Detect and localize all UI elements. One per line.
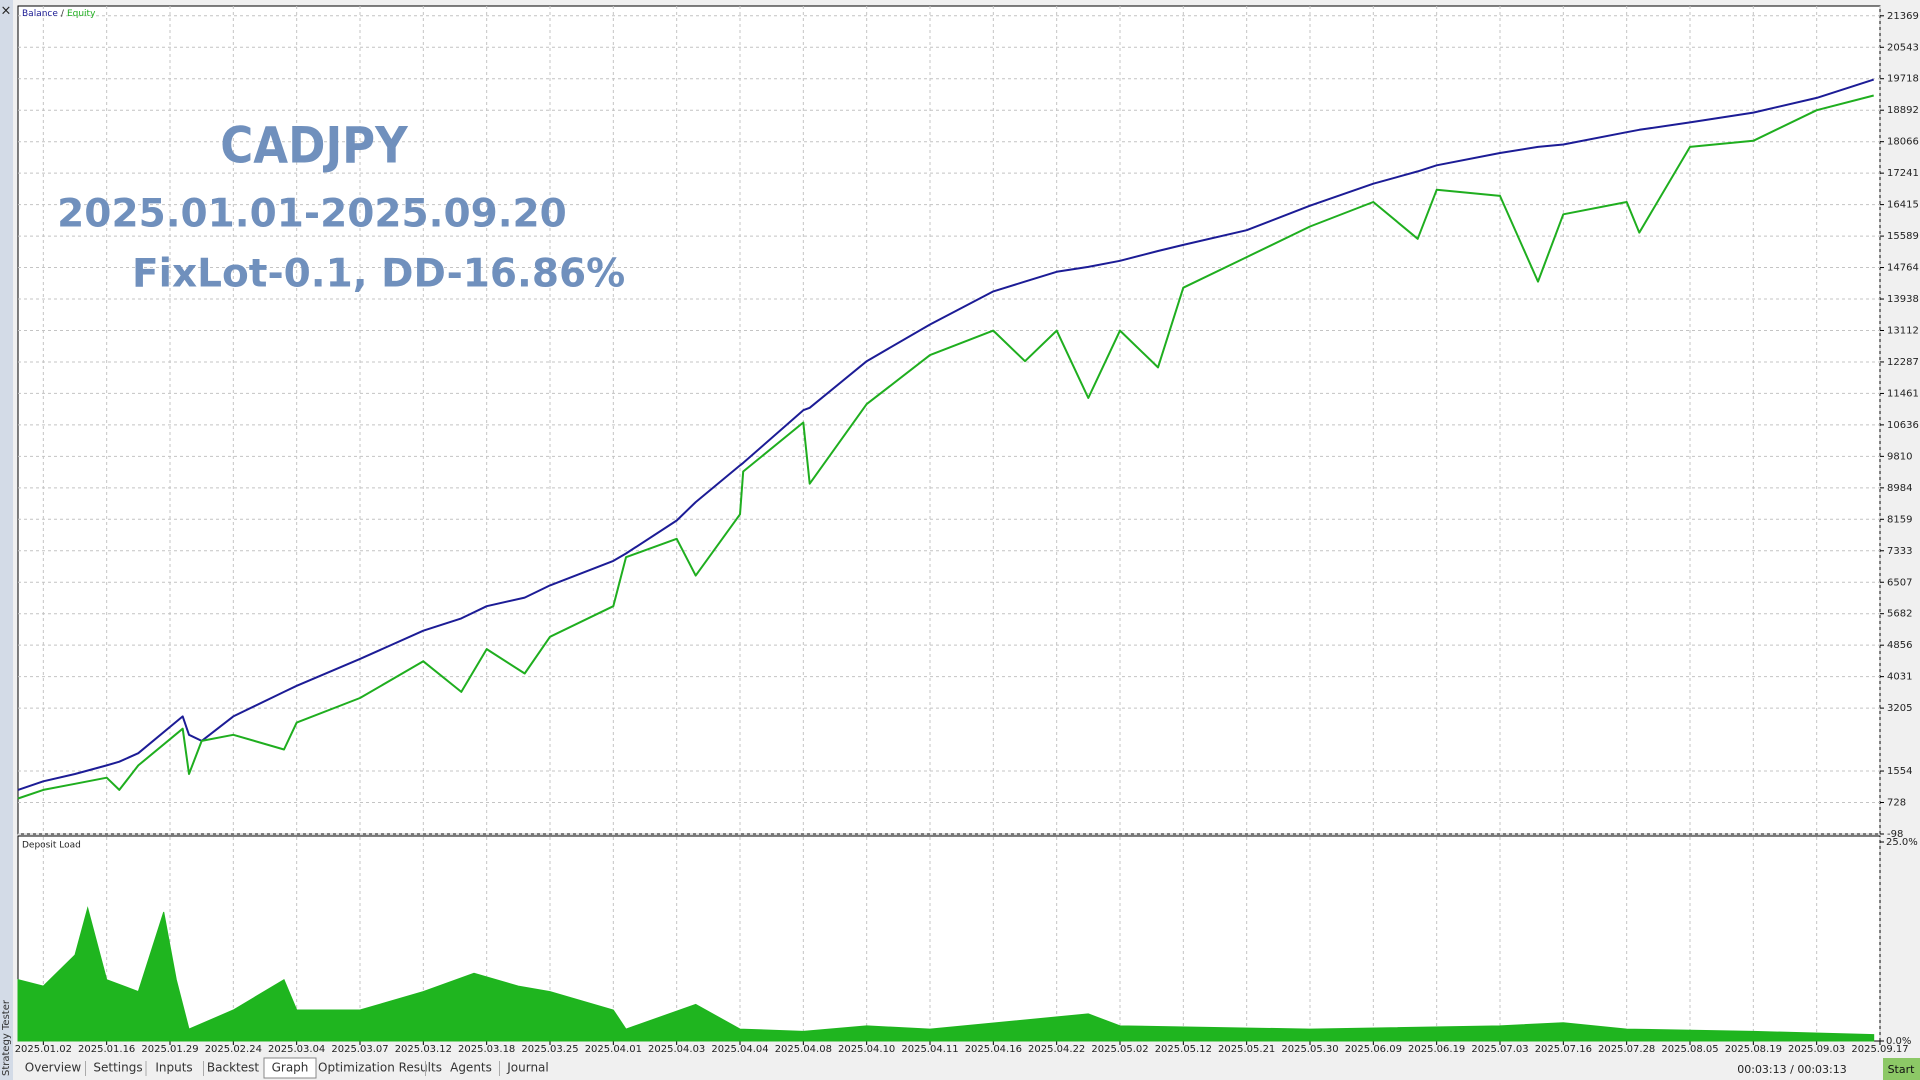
y-tick-label: 20543 [1887, 42, 1919, 53]
tab[interactable]: Settings [93, 1061, 142, 1075]
tab[interactable]: Optimization Results [318, 1061, 442, 1075]
x-tick-label: 2025.07.16 [1535, 1044, 1592, 1055]
x-tick-label: 2025.03.25 [521, 1044, 578, 1055]
y-tick-label: 0.0% [1886, 1036, 1911, 1047]
x-tick-label: 2025.08.19 [1725, 1044, 1782, 1055]
y-tick-label: 13112 [1887, 326, 1919, 337]
y-tick-label: 4031 [1887, 672, 1912, 683]
y-tick-label: 15589 [1887, 231, 1919, 242]
x-tick-label: 2025.07.03 [1471, 1044, 1528, 1055]
y-tick-label: 11461 [1887, 388, 1919, 399]
start-button[interactable] [1883, 1058, 1920, 1080]
legend: Balance / Equity [22, 9, 96, 19]
y-tick-label: 19718 [1887, 74, 1919, 85]
deposit-plot [17, 835, 1881, 1042]
y-tick-label: 8159 [1887, 514, 1912, 525]
x-tick-label: 2025.03.07 [331, 1044, 388, 1055]
y-tick-label: 1554 [1887, 766, 1912, 777]
y-tick-label: 16415 [1887, 200, 1919, 211]
x-tick-label: 2025.02.24 [205, 1044, 262, 1055]
y-tick-label: 21369 [1887, 11, 1919, 22]
x-tick-label: 2025.04.11 [901, 1044, 958, 1055]
x-tick-label: 2025.05.30 [1281, 1044, 1338, 1055]
x-tick-label: 2025.04.16 [965, 1044, 1022, 1055]
status-time: 00:03:13 / 00:03:13 [1737, 1063, 1847, 1076]
legend-equity: Equity [67, 9, 96, 19]
y-tick-label: 18892 [1887, 105, 1919, 116]
x-tick-label: 2025.03.12 [395, 1044, 452, 1055]
tab[interactable]: Backtest [207, 1061, 259, 1075]
x-tick-label: 2025.09.03 [1788, 1044, 1845, 1055]
tab-active [263, 1057, 317, 1079]
tab[interactable]: Overview [25, 1061, 82, 1075]
x-tick-label: 2025.03.04 [268, 1044, 325, 1055]
x-tick-label: 2025.08.05 [1661, 1044, 1718, 1055]
x-tick-label: 2025.05.21 [1218, 1044, 1275, 1055]
y-tick-label: -98 [1887, 829, 1903, 840]
y-tick-label: 3205 [1887, 703, 1912, 714]
close-button[interactable]: × [1, 4, 12, 19]
x-tick-label: 2025.04.22 [1028, 1044, 1085, 1055]
y-tick-label: 9810 [1887, 451, 1912, 462]
legend-separator: / [61, 9, 65, 19]
x-tick-label: 2025.04.01 [585, 1044, 642, 1055]
y-tick-label: 5682 [1887, 609, 1912, 620]
x-tick-label: 2025.07.28 [1598, 1044, 1655, 1055]
x-tick-label: 2025.03.18 [458, 1044, 515, 1055]
y-tick-label: 25.0% [1886, 837, 1918, 848]
sidebar [0, 0, 13, 1080]
tab[interactable]: Journal [506, 1061, 549, 1075]
x-tick-label: 2025.04.03 [648, 1044, 705, 1055]
deposit-area [17, 906, 1875, 1042]
annotation-symbol: CADJPY [220, 117, 409, 175]
tab[interactable]: Inputs [155, 1061, 192, 1075]
y-tick-label: 17241 [1887, 168, 1919, 179]
x-tick-label: 2025.06.19 [1408, 1044, 1465, 1055]
deposit-title: Deposit Load [22, 841, 81, 851]
y-tick-label: 13938 [1887, 294, 1919, 305]
x-tick-label: 2025.05.12 [1155, 1044, 1212, 1055]
x-tick-label: 2025.04.04 [711, 1044, 768, 1055]
x-tick-label: 2025.06.09 [1345, 1044, 1402, 1055]
y-tick-label: 728 [1887, 798, 1906, 809]
legend-balance: Balance [22, 9, 58, 19]
x-tick-label: 2025.04.08 [775, 1044, 832, 1055]
y-tick-label: 18066 [1887, 137, 1919, 148]
tab[interactable]: Agents [450, 1061, 492, 1075]
tab[interactable]: Graph [272, 1061, 309, 1075]
y-tick-label: 4856 [1887, 640, 1912, 651]
series-line [17, 94, 1874, 800]
y-tick-label: 8984 [1887, 483, 1912, 494]
x-tick-label: 2025.05.02 [1091, 1044, 1148, 1055]
start-label[interactable]: Start [1888, 1063, 1916, 1076]
x-tick-label: 2025.01.29 [141, 1044, 198, 1055]
x-tick-label: 2025.09.17 [1851, 1044, 1908, 1055]
x-tick-label: 2025.04.10 [838, 1044, 895, 1055]
y-tick-label: 12287 [1887, 357, 1919, 368]
y-tick-label: 6507 [1887, 577, 1912, 588]
sidebar-title: Strategy Tester [1, 999, 12, 1076]
x-tick-label: 2025.01.16 [78, 1044, 135, 1055]
annotation-period: 2025.01.01-2025.09.20 [57, 192, 567, 237]
y-tick-label: 14764 [1887, 263, 1919, 274]
y-tick-label: 10636 [1887, 420, 1919, 431]
annotation-settings: FixLot-0.1, DD-16.86% [132, 252, 625, 297]
y-tick-label: 7333 [1887, 546, 1912, 557]
plot-layer: 2025.01.02 2025.01.16 2025.01.29 2025.02.24… [15, 6, 1919, 1055]
x-tick-label: 2025.01.02 [15, 1044, 72, 1055]
